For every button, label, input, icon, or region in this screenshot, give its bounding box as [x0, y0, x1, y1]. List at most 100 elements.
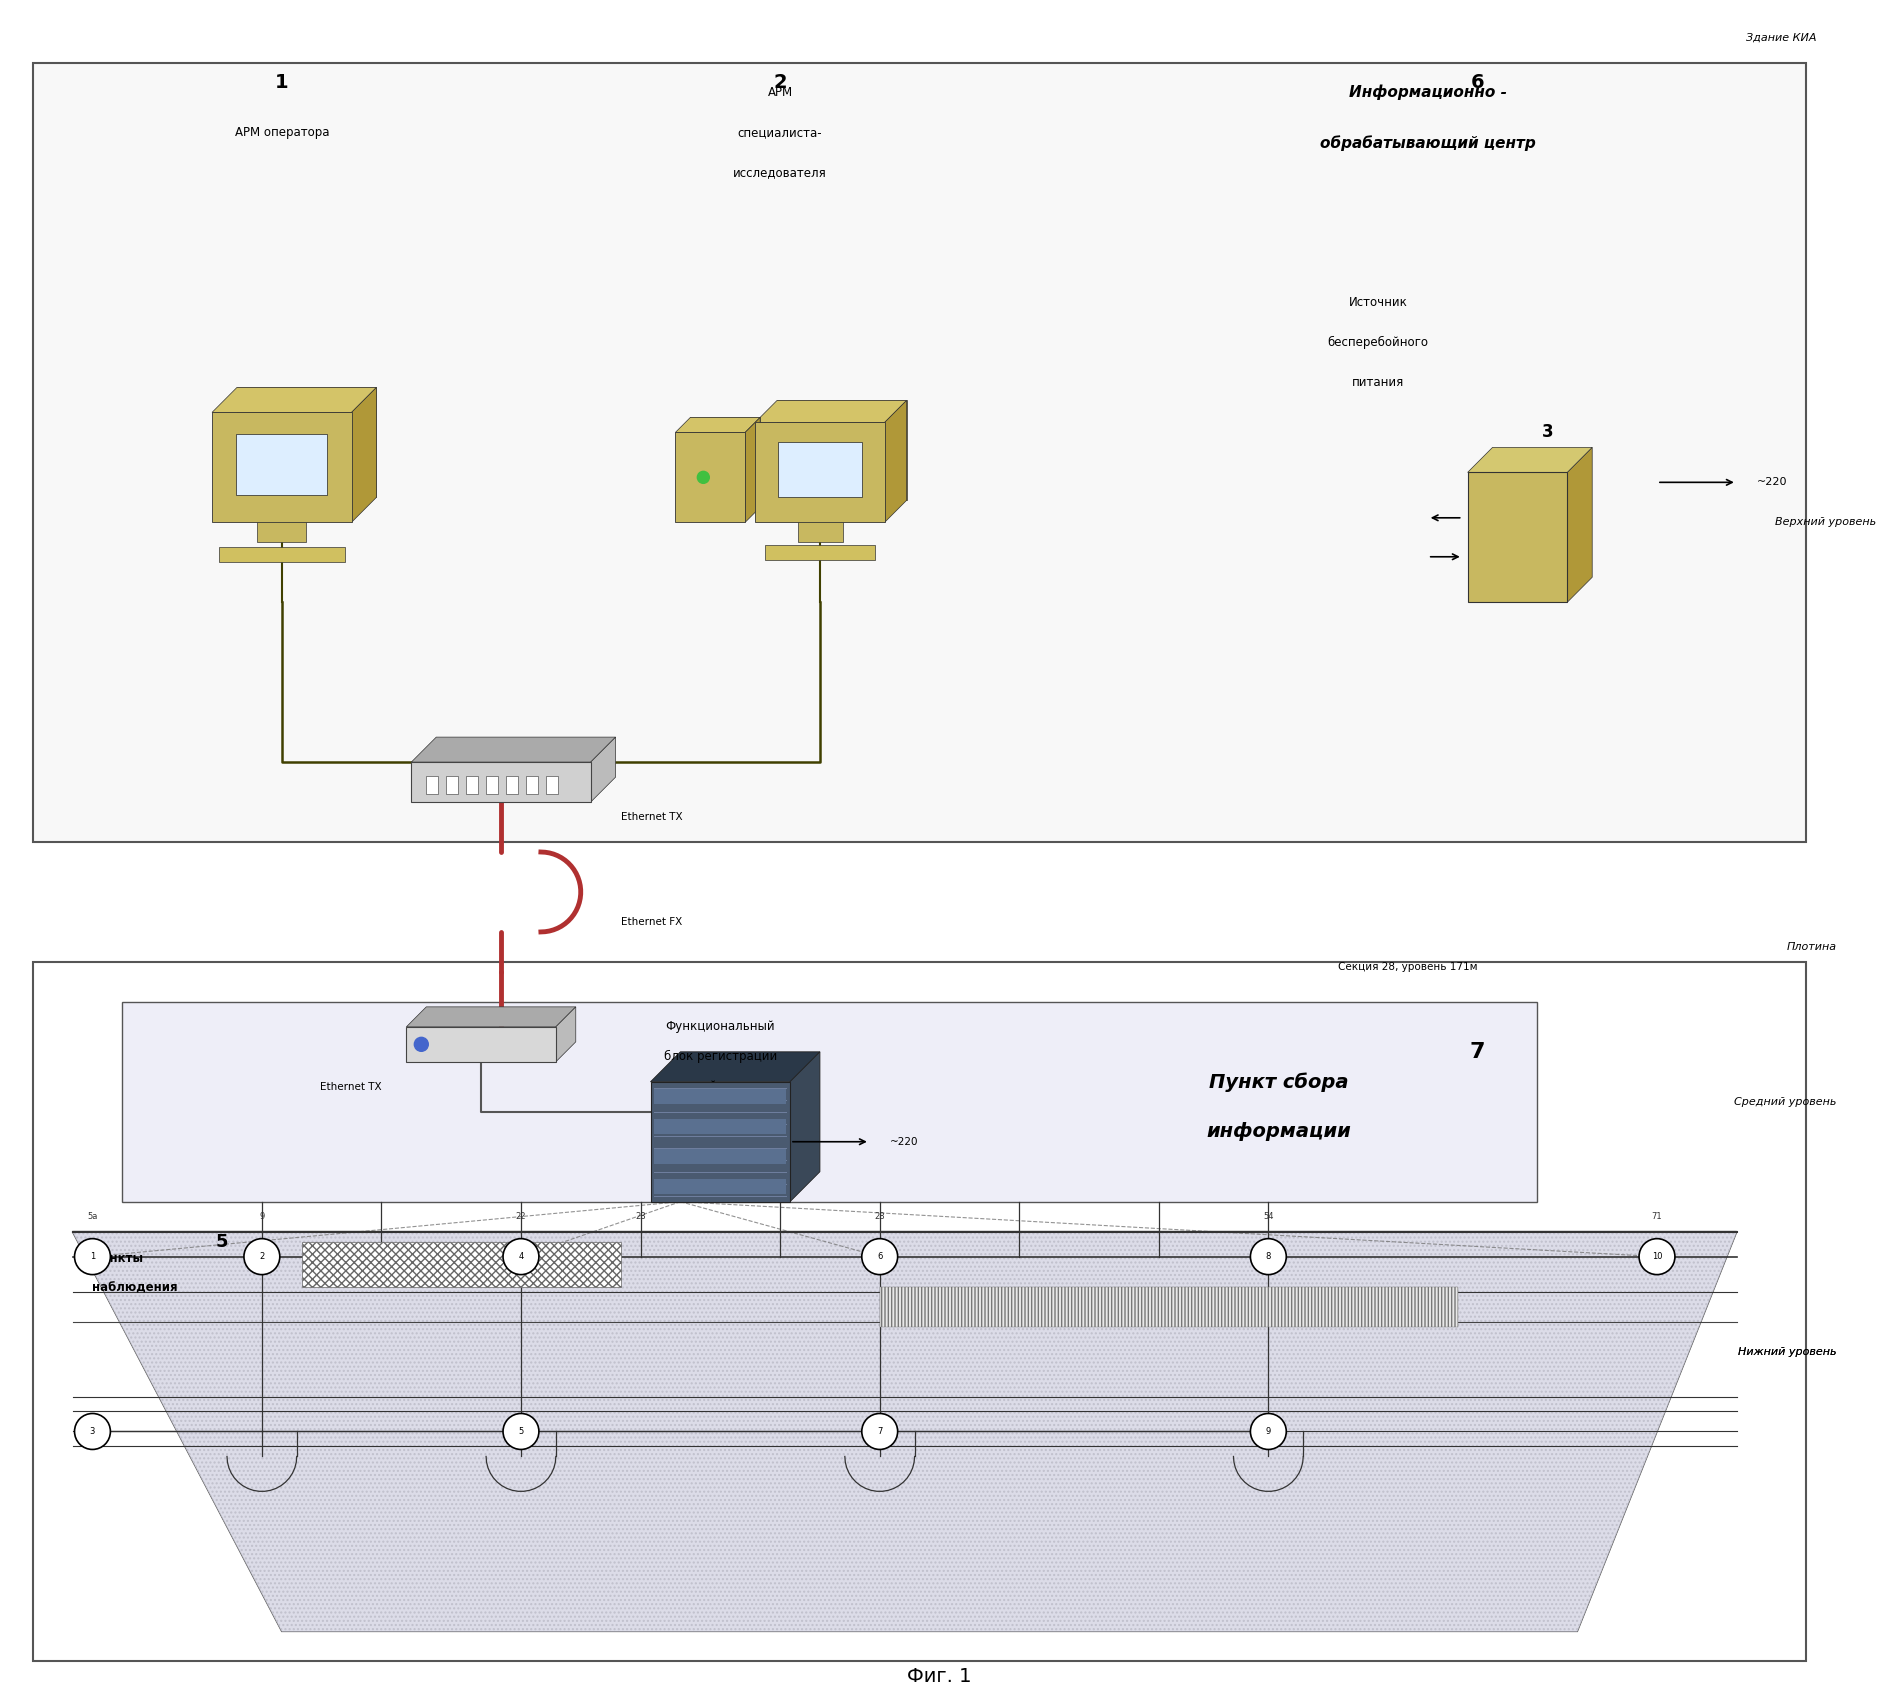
Text: 4: 4	[774, 1143, 785, 1160]
Text: Ethernet FX: Ethernet FX	[620, 917, 682, 927]
Bar	[879, 1287, 1458, 1327]
Bar	[257, 523, 306, 542]
Bar	[799, 523, 844, 542]
Text: 22: 22	[515, 1212, 526, 1222]
Text: 7: 7	[1469, 1041, 1486, 1062]
Text: Здание КИА: Здание КИА	[1746, 32, 1817, 43]
Circle shape	[1250, 1239, 1287, 1275]
Text: бесперебойного: бесперебойного	[1327, 336, 1428, 349]
Bar	[654, 1179, 785, 1195]
Text: Средний уровень: Средний уровень	[1734, 1097, 1836, 1108]
Bar	[32, 961, 1806, 1661]
Polygon shape	[406, 1007, 575, 1028]
Polygon shape	[237, 387, 376, 498]
Bar	[427, 775, 438, 794]
Bar	[675, 433, 746, 523]
Text: Ethernet TX: Ethernet TX	[319, 1082, 381, 1092]
Circle shape	[1250, 1414, 1287, 1450]
Text: 1: 1	[274, 73, 289, 92]
Text: 71: 71	[1652, 1212, 1663, 1222]
Polygon shape	[351, 387, 376, 523]
Text: блок регистрации: блок регистрации	[663, 1050, 776, 1063]
Text: Ethernet TX: Ethernet TX	[620, 813, 682, 821]
Circle shape	[1638, 1239, 1674, 1275]
Text: 28: 28	[874, 1212, 885, 1222]
Polygon shape	[690, 417, 761, 508]
Polygon shape	[778, 400, 906, 501]
Bar	[778, 443, 862, 498]
Text: 3: 3	[1541, 423, 1554, 441]
Bar	[122, 1002, 1537, 1201]
Bar	[220, 547, 344, 562]
Text: ~220: ~220	[889, 1137, 919, 1147]
Text: 4: 4	[519, 1252, 524, 1261]
Circle shape	[504, 1239, 539, 1275]
Text: 2: 2	[259, 1252, 265, 1261]
Polygon shape	[789, 1051, 819, 1201]
Bar	[650, 1082, 789, 1201]
Polygon shape	[412, 738, 616, 762]
Polygon shape	[212, 387, 376, 412]
Polygon shape	[755, 400, 906, 423]
Text: Пункт сбора: Пункт сбора	[1208, 1072, 1347, 1092]
Text: 1: 1	[90, 1252, 96, 1261]
Text: 5: 5	[519, 1426, 524, 1436]
Text: наблюдения: наблюдения	[92, 1281, 179, 1295]
Text: 8: 8	[1266, 1252, 1270, 1261]
Polygon shape	[590, 738, 616, 803]
Text: 2: 2	[774, 73, 787, 92]
Bar	[1467, 472, 1567, 602]
Bar	[755, 423, 885, 523]
Text: 3: 3	[90, 1426, 96, 1436]
Polygon shape	[1467, 448, 1592, 472]
Text: питания: питания	[1351, 377, 1404, 389]
Circle shape	[75, 1414, 111, 1450]
Text: 10: 10	[1652, 1252, 1663, 1261]
Text: 7: 7	[877, 1426, 883, 1436]
Polygon shape	[73, 1232, 1736, 1631]
Text: Нижний уровень: Нижний уровень	[1738, 1346, 1836, 1356]
Bar	[466, 775, 477, 794]
Text: 9: 9	[259, 1212, 265, 1222]
Text: АРМ: АРМ	[767, 87, 793, 99]
Bar	[654, 1148, 785, 1164]
Polygon shape	[556, 1007, 575, 1062]
Text: Плотина: Плотина	[1787, 942, 1836, 953]
Bar	[765, 545, 876, 561]
Text: 5а: 5а	[86, 1212, 98, 1222]
Text: АРМ оператора: АРМ оператора	[235, 126, 329, 140]
Circle shape	[504, 1414, 539, 1450]
Text: Источник: Источник	[1349, 296, 1407, 308]
Text: специалиста-: специалиста-	[738, 126, 823, 140]
Circle shape	[244, 1239, 280, 1275]
Text: информации: информации	[1206, 1123, 1351, 1142]
Bar	[487, 775, 498, 794]
Bar	[212, 412, 351, 523]
Bar	[406, 1028, 556, 1062]
Bar	[237, 435, 327, 494]
Bar	[32, 63, 1806, 842]
Bar	[505, 775, 519, 794]
Bar	[412, 762, 590, 803]
Polygon shape	[885, 400, 906, 523]
Text: исследователя: исследователя	[733, 165, 827, 179]
Bar	[445, 775, 458, 794]
Text: Информационно -: Информационно -	[1349, 85, 1507, 101]
Text: Функциональный: Функциональный	[665, 1021, 774, 1033]
Circle shape	[697, 472, 708, 484]
Circle shape	[862, 1239, 898, 1275]
Bar	[654, 1120, 785, 1133]
Text: ~220: ~220	[1757, 477, 1787, 487]
Text: 9: 9	[1266, 1426, 1270, 1436]
Text: Секция 28, уровень 171м: Секция 28, уровень 171м	[1338, 961, 1477, 971]
Text: колебаний: колебаний	[686, 1111, 753, 1123]
Polygon shape	[650, 1051, 819, 1082]
Text: 6: 6	[877, 1252, 883, 1261]
Bar	[547, 775, 558, 794]
Text: Фиг. 1: Фиг. 1	[908, 1667, 971, 1687]
Polygon shape	[746, 417, 761, 523]
Bar	[526, 775, 537, 794]
Bar	[654, 1089, 785, 1104]
Polygon shape	[73, 1232, 1736, 1631]
Text: 6: 6	[1471, 73, 1484, 92]
